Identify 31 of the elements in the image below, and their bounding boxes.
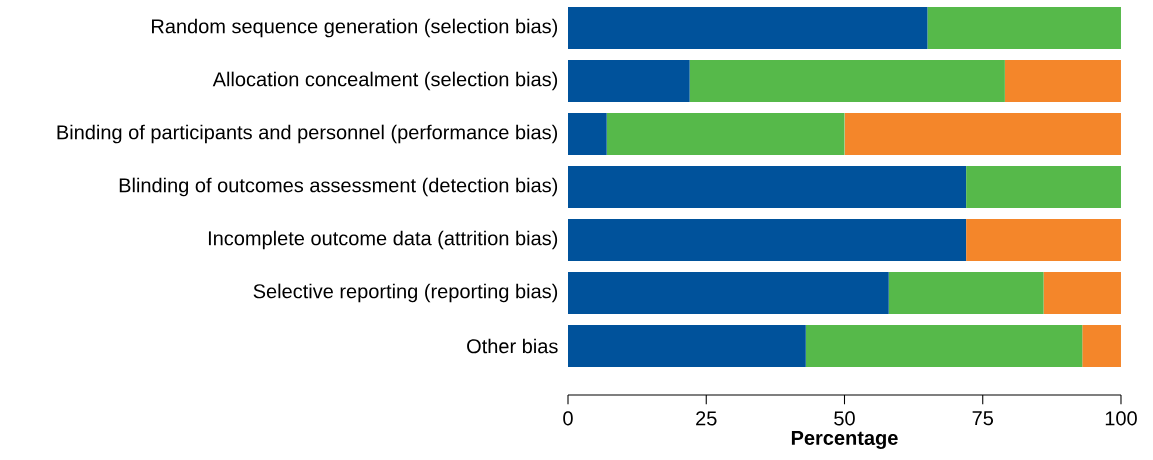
bar [568,325,806,367]
y-tick-label: Allocation concealment (selection bias) [212,71,558,91]
bar [966,166,1121,208]
x-axis-title: Percentage [791,431,898,450]
x-tick-label: 25 [696,411,717,426]
bar [1082,325,1121,367]
x-tick-label: 100 [1105,411,1137,426]
bar [927,7,1121,49]
bar [966,219,1121,261]
x-tick-label: 0 [563,411,573,426]
x-tick-label: 75 [972,411,994,426]
y-tick-label: Other bias [467,338,558,354]
y-tick-label: Random sequence generation (selection bias) [152,18,558,38]
bar [606,113,845,155]
bar [1043,272,1121,314]
bar [568,7,928,49]
bar [844,113,1121,155]
y-tick-label: Incomplete outcome data (attrition bias) [208,230,558,250]
x-tick-label: 50 [834,411,855,426]
y-tick-label: Selective reporting (reporting bias) [253,283,558,303]
bar [689,60,1005,102]
bar [568,60,690,102]
bar [568,219,967,261]
bar [568,272,889,314]
bar [568,113,607,155]
bar [568,166,967,208]
bar [805,325,1083,367]
bar [888,272,1044,314]
y-tick-label: Binding of participants and personnel (performance bias) [57,124,558,144]
bar [1004,60,1121,102]
y-tick-label: Blinding of outcomes assessment (detection bias) [119,177,558,197]
